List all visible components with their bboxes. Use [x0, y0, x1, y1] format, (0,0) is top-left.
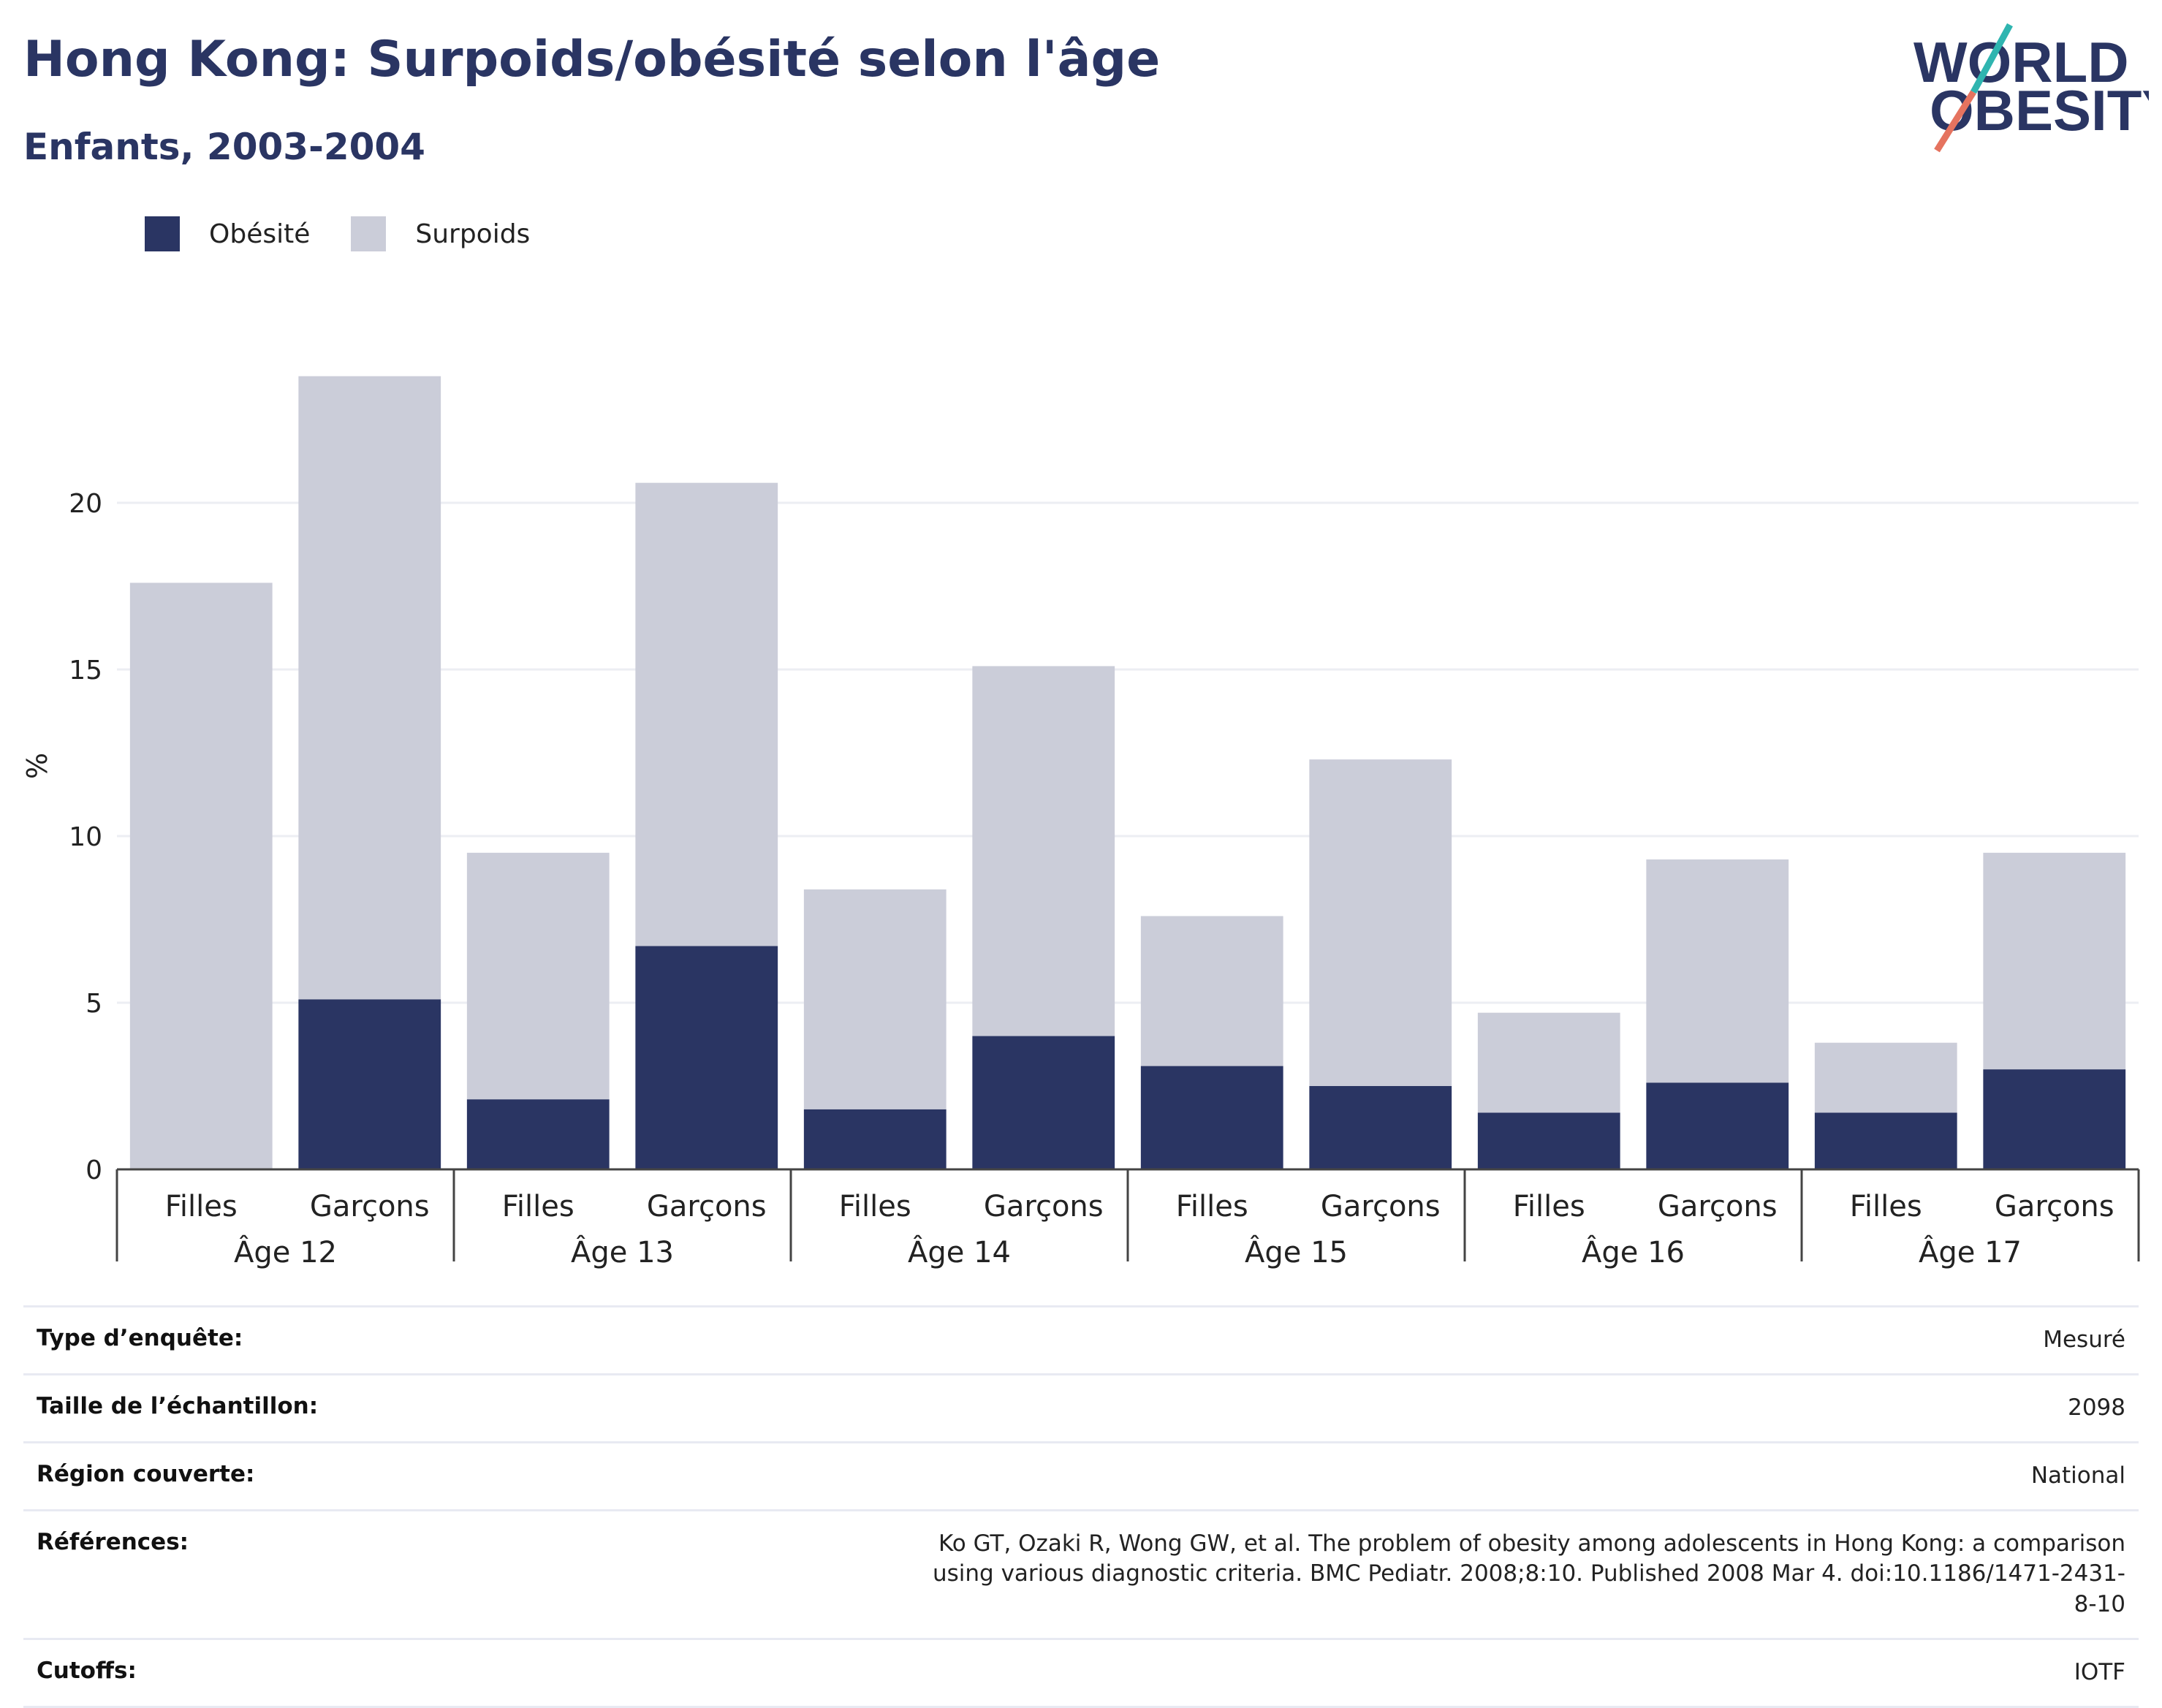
- chart-title: Hong Kong: Surpoids/obésité selon l'âge: [23, 31, 1161, 88]
- bar-overweight: [1140, 916, 1283, 1066]
- legend-item-obesity[interactable]: Obésité: [145, 216, 310, 251]
- info-label: Références:: [23, 1508, 332, 1639]
- bar-obesity: [635, 946, 778, 1169]
- bar-overweight: [803, 889, 947, 1109]
- bar-overweight: [1646, 859, 1789, 1083]
- y-axis-label: %: [21, 753, 53, 779]
- bar-obesity: [972, 1036, 1115, 1169]
- x-tick-label: Garçons: [1658, 1190, 1778, 1223]
- x-group-label: Âge 13: [571, 1234, 674, 1269]
- logo-slash-teal: [1971, 23, 2013, 94]
- bar-overweight: [466, 852, 610, 1100]
- legend-swatch-obesity: [145, 216, 180, 251]
- world-obesity-logo: WORLD OBESITY: [1913, 23, 2149, 153]
- y-tick-label: 5: [86, 989, 102, 1019]
- x-tick-label: Filles: [165, 1190, 238, 1223]
- x-group-label: Âge 12: [234, 1234, 337, 1269]
- bar-chart: 0 5 10 15 20 Filles Garçons Filles Garçons Filles…: [21, 376, 2140, 1269]
- bar-overweight: [129, 582, 273, 1169]
- survey-info-table: Type d’enquête: Mesuré Taille de l’échanti…: [23, 1305, 2139, 1708]
- x-tick-label: Filles: [1850, 1190, 1922, 1223]
- legend-swatch-overweight: [351, 216, 387, 251]
- info-value: Ko GT, Ozaki R, Wong GW, et al. The prob…: [331, 1508, 2139, 1639]
- bar-obesity: [1477, 1112, 1620, 1169]
- info-row: Cutoffs: IOTF: [23, 1638, 2139, 1708]
- y-tick-label: 15: [69, 656, 102, 686]
- info-row: Région couverte: National: [23, 1441, 2139, 1511]
- x-tick-label: Garçons: [1321, 1190, 1441, 1223]
- x-group-label: Âge 17: [1919, 1234, 2022, 1269]
- chart-legend: Obésité Surpoids: [145, 216, 571, 251]
- info-row: Taille de l’échantillon: 2098: [23, 1373, 2139, 1443]
- bar-overweight: [298, 376, 441, 1000]
- bar-overweight: [635, 482, 778, 946]
- info-row: Type d’enquête: Mesuré: [23, 1305, 2139, 1375]
- bar-obesity: [466, 1099, 610, 1169]
- info-label: Taille de l’échantillon:: [23, 1373, 332, 1443]
- x-group-label: Âge 15: [1245, 1234, 1348, 1269]
- x-group-label: Âge 16: [1582, 1234, 1685, 1269]
- bar-overweight: [1814, 1042, 1957, 1113]
- info-value: 2098: [331, 1373, 2139, 1443]
- x-group-label: Âge 14: [908, 1234, 1011, 1269]
- bar-overweight: [1309, 759, 1452, 1086]
- bar-obesity: [1646, 1082, 1789, 1169]
- legend-label-obesity: Obésité: [209, 219, 311, 249]
- info-value: IOTF: [331, 1638, 2139, 1708]
- logo-text-obesity: OBESITY: [1930, 78, 2149, 143]
- bar-obesity: [803, 1109, 947, 1169]
- x-tick-label: Garçons: [310, 1190, 430, 1223]
- legend-label-overweight: Surpoids: [415, 219, 531, 249]
- info-label: Type d’enquête:: [23, 1305, 332, 1375]
- info-label: Région couverte:: [23, 1441, 332, 1511]
- x-tick-label: Filles: [1176, 1190, 1248, 1223]
- x-tick-label: Filles: [839, 1190, 911, 1223]
- gridlines: [117, 501, 2139, 1004]
- x-tick-label: Filles: [1513, 1190, 1585, 1223]
- bar-obesity: [1309, 1086, 1452, 1169]
- legend-item-overweight[interactable]: Surpoids: [351, 216, 530, 251]
- x-tick-label: Garçons: [1995, 1190, 2114, 1223]
- chart-subtitle: Enfants, 2003-2004: [23, 126, 425, 168]
- y-tick-label: 10: [69, 822, 102, 852]
- x-tick-label: Garçons: [647, 1190, 767, 1223]
- bars: [129, 376, 2126, 1169]
- bar-overweight: [1477, 1012, 1620, 1113]
- info-label: Cutoffs:: [23, 1638, 332, 1708]
- logo-text-world: WORLD: [1913, 30, 2129, 94]
- x-tick-label: Garçons: [984, 1190, 1104, 1223]
- bar-obesity: [298, 999, 441, 1169]
- x-tick-label: Filles: [502, 1190, 574, 1223]
- y-tick-label: 20: [69, 489, 102, 519]
- info-value: National: [331, 1441, 2139, 1511]
- info-value: Mesuré: [331, 1305, 2139, 1375]
- y-tick-label: 0: [86, 1155, 102, 1185]
- axes: 0 5 10 15 20 Filles Garçons Filles Garçons Filles…: [69, 489, 2140, 1269]
- logo-slash-coral: [1934, 90, 1976, 153]
- bar-obesity: [1140, 1066, 1283, 1169]
- info-row: Références: Ko GT, Ozaki R, Wong GW, et a…: [23, 1508, 2139, 1639]
- bar-obesity: [1814, 1112, 1957, 1169]
- bar-overweight: [1983, 852, 2126, 1070]
- bar-overweight: [972, 666, 1115, 1036]
- bar-obesity: [1983, 1069, 2126, 1169]
